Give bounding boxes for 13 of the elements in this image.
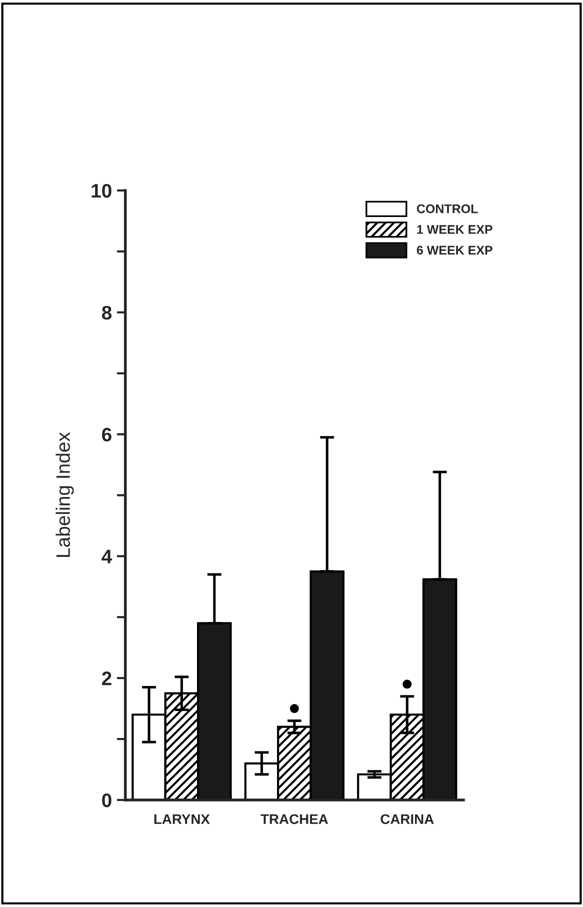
y-tick-label: 6: [102, 428, 112, 442]
legend-label: 6 WEEK EXP: [416, 246, 492, 255]
legend-label: CONTROL: [416, 204, 478, 214]
x-tick-label: TRACHEA: [260, 814, 328, 824]
y-tick-label: 8: [102, 306, 112, 320]
x-tick-label: CARINA: [380, 814, 434, 824]
y-tick-label: 2: [102, 672, 112, 686]
x-tick-label: LARYNX: [154, 814, 210, 824]
y-axis-title: Labeling Index: [56, 432, 74, 557]
y-tick-label: 4: [102, 550, 112, 564]
y-tick-label: 10: [92, 184, 112, 198]
legend-label: 1 WEEK EXP: [417, 225, 492, 234]
y-tick-label: 0: [102, 793, 112, 808]
